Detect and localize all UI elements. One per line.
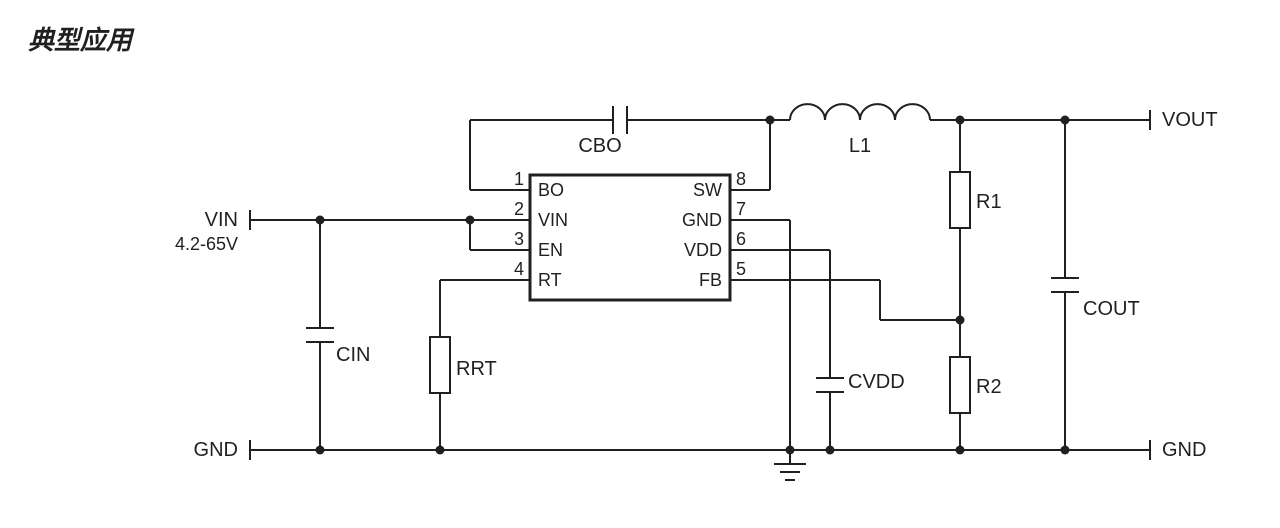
ind-l1: L1 [849,135,871,157]
terminal-gnd-right: GND [1162,439,1206,461]
pin-name-EN: EN [538,240,563,260]
pin-name-RT: RT [538,270,562,290]
pin-name-SW: SW [693,180,722,200]
pin-name-GND: GND [682,210,722,230]
res-rrt: RRT [456,358,497,380]
schematic-svg: 1 BO 2 VIN 3 EN 4 RT 8 SW 7 GND 6 VDD 5 FB VIN 4.2-65V GND… [0,0,1280,528]
pin-num-EN: 3 [514,229,524,249]
pin-name-VIN: VIN [538,210,568,230]
cap-cvdd: CVDD [848,371,905,393]
cap-cbo: CBO [578,135,621,157]
pin-name-FB: FB [699,270,722,290]
pin-num-GND: 7 [736,199,746,219]
pin-num-VDD: 6 [736,229,746,249]
terminal-gnd-left: GND [194,439,238,461]
terminal-vin: VIN [205,209,238,231]
pin-num-VIN: 2 [514,199,524,219]
cap-cout: COUT [1083,298,1140,320]
res-r2: R2 [976,376,1002,398]
cap-cin: CIN [336,344,370,366]
terminal-vin-sub: 4.2-65V [175,234,238,254]
pin-num-SW: 8 [736,169,746,189]
pin-name-VDD: VDD [684,240,722,260]
pin-num-FB: 5 [736,259,746,279]
pin-name-BO: BO [538,180,564,200]
terminal-vout: VOUT [1162,109,1218,131]
pin-num-BO: 1 [514,169,524,189]
pin-num-RT: 4 [514,259,524,279]
res-r1: R1 [976,191,1002,213]
